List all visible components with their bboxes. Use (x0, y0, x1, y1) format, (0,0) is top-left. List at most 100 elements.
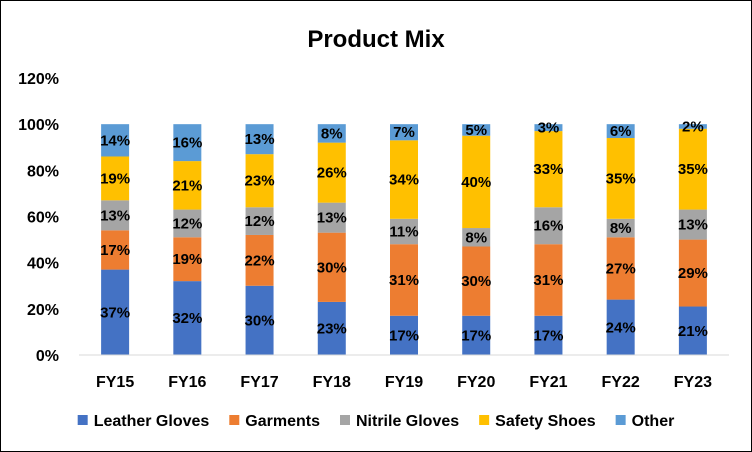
bar-segment-other (390, 124, 418, 141)
y-tick-label: 80% (27, 163, 59, 180)
bar-segment-other (606, 124, 635, 139)
data-label: 12% (245, 213, 275, 230)
bar-segment-safety-shoes (317, 142, 346, 203)
data-label: 16% (533, 218, 563, 235)
x-tick-label: FY17 (240, 374, 278, 391)
data-label: 8% (321, 125, 343, 142)
data-label: 17% (461, 327, 491, 344)
data-label: 13% (678, 217, 708, 234)
data-label: 16% (172, 135, 202, 152)
y-tick-label: 0% (36, 348, 59, 365)
bar-segment-safety-shoes (678, 128, 707, 210)
y-tick-label: 20% (27, 302, 59, 319)
y-tick-label: 120% (18, 71, 59, 88)
bar-segment-garments (317, 232, 346, 302)
bar-segment-safety-shoes (606, 138, 635, 219)
data-label: 34% (389, 172, 419, 189)
bar-segment-nitrile-gloves (462, 228, 491, 247)
x-axis: FY15 FY16 FY17 FY18 FY19 FY20 FY21 FY22 FY23 (79, 354, 729, 391)
data-label: 12% (172, 215, 202, 232)
legend-label: Safety Shoes (495, 413, 596, 430)
bar-segment-other (317, 124, 346, 143)
data-label: 27% (606, 260, 636, 277)
data-label: 30% (461, 273, 491, 290)
bar-segment-leather-gloves (678, 306, 707, 355)
data-label: 2% (682, 118, 704, 135)
bars-group: 37% 17% 13% 19% 14% 32% 19% 12% 21% 16% 30% 22% 12% 2… (100, 118, 708, 355)
bar-segment-other (678, 124, 707, 129)
x-tick-label: FY20 (457, 374, 495, 391)
legend: Leather Gloves Garments Nitrile Gloves Safe… (77, 413, 675, 430)
bar-segment-leather-gloves (245, 285, 274, 355)
legend-label: Other (632, 413, 675, 430)
x-tick-label: FY21 (529, 374, 567, 391)
data-label: 32% (172, 310, 202, 327)
bar-segment-other (173, 124, 202, 162)
legend-item: Nitrile Gloves (340, 413, 459, 430)
bar-segment-safety-shoes (390, 140, 418, 219)
bar-segment-nitrile-gloves (245, 207, 274, 235)
data-label: 3% (538, 120, 560, 137)
data-label: 13% (100, 207, 130, 224)
y-tick-label: 60% (27, 210, 59, 227)
bar-segment-garments (534, 244, 563, 316)
data-label: 23% (245, 173, 275, 190)
bar-segment-leather-gloves (173, 281, 202, 355)
x-tick-label: FY18 (313, 374, 351, 391)
data-label: 13% (317, 210, 347, 227)
data-label: 30% (317, 259, 347, 276)
bar-segment-garments (173, 237, 202, 282)
bar-segment-other (245, 124, 274, 155)
data-label: 11% (389, 224, 418, 241)
legend-swatch (229, 415, 240, 425)
data-label: 17% (533, 327, 563, 344)
data-label: 6% (610, 123, 632, 140)
data-label: 35% (606, 170, 636, 187)
data-label: 26% (317, 165, 347, 182)
data-label: 23% (317, 320, 347, 337)
data-label: 29% (678, 265, 708, 282)
legend-item: Other (615, 413, 675, 430)
data-label: 35% (678, 161, 708, 178)
x-tick-label: FY19 (385, 374, 423, 391)
data-label: 8% (610, 220, 632, 237)
data-label: 8% (465, 229, 487, 246)
legend-label: Leather Gloves (94, 413, 210, 430)
chart-title: Product Mix (307, 26, 445, 53)
data-label: 7% (393, 124, 415, 141)
bar-segment-safety-shoes (462, 135, 491, 229)
bar-segment-nitrile-gloves (606, 218, 635, 238)
bar-segment-garments (462, 246, 491, 316)
legend-swatch (615, 415, 626, 425)
legend-item: Leather Gloves (77, 413, 210, 430)
bar-segment-nitrile-gloves (317, 202, 346, 233)
bar-segment-garments (678, 239, 707, 307)
data-label: 14% (100, 132, 130, 149)
bar-segment-garments (606, 237, 635, 300)
y-tick-label: 100% (18, 117, 59, 134)
legend-label: Nitrile Gloves (356, 413, 459, 430)
y-axis: 0% 20% 40% 60% 80% 100% 120% (18, 71, 59, 365)
data-label: 22% (245, 252, 275, 269)
bar-segment-nitrile-gloves (173, 209, 202, 238)
bar-segment-safety-shoes (245, 154, 274, 208)
data-label: 33% (533, 161, 563, 178)
x-tick-label: FY15 (96, 374, 134, 391)
bar-segment-garments (101, 230, 130, 270)
bar-segment-other (534, 124, 563, 132)
data-label: 21% (678, 323, 708, 340)
bar-segment-safety-shoes (534, 131, 563, 208)
data-label: 31% (533, 272, 563, 289)
bar-segment-leather-gloves (606, 299, 635, 355)
data-label: 40% (461, 174, 491, 191)
bar-segment-garments (390, 244, 418, 316)
bar-segment-leather-gloves (390, 315, 418, 355)
data-label: 5% (465, 122, 487, 139)
bar-segment-nitrile-gloves (101, 200, 130, 231)
data-label: 19% (172, 251, 202, 268)
data-label: 31% (389, 272, 419, 289)
bar-segment-garments (245, 234, 274, 286)
bar-segment-leather-gloves (534, 315, 563, 355)
legend-item: Garments (229, 413, 320, 430)
